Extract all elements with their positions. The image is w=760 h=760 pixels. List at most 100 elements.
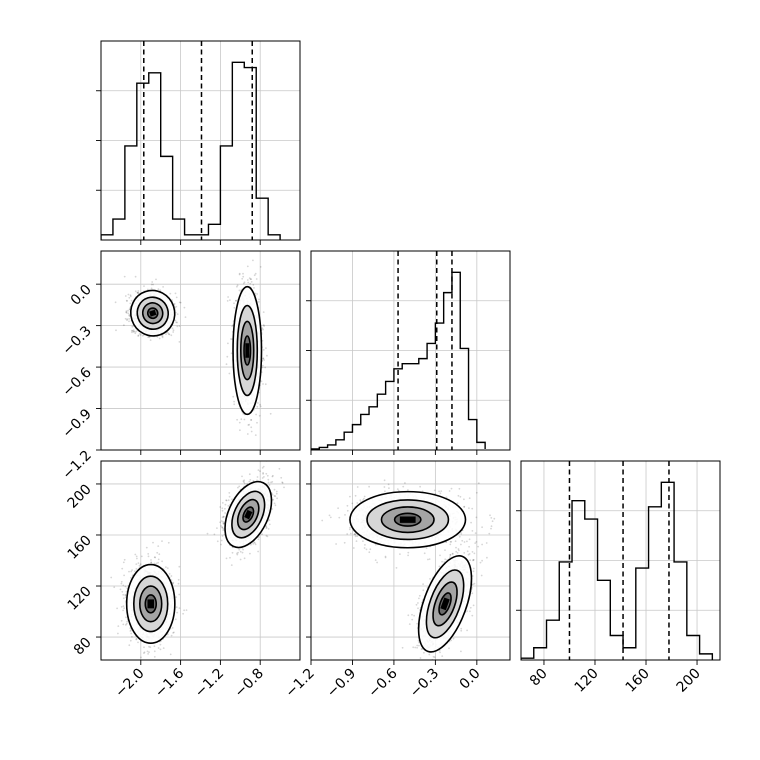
- scatter-point: [135, 563, 138, 565]
- scatter-point: [225, 363, 228, 366]
- scatter-point: [176, 321, 179, 324]
- histogram-panel-1: [306, 250, 511, 451]
- scatter-point: [126, 300, 128, 302]
- scatter-point: [157, 647, 160, 649]
- scatter-point: [235, 299, 237, 302]
- scatter-point: [154, 556, 157, 559]
- scatter-point: [148, 651, 150, 654]
- scatter-point: [229, 299, 231, 301]
- scatter-point: [152, 541, 154, 544]
- scatter-point: [153, 556, 156, 558]
- scatter-point: [242, 480, 245, 483]
- scatter-point: [253, 274, 256, 277]
- scatter-point: [167, 633, 169, 636]
- scatter-point: [126, 318, 129, 321]
- histogram-panel-2: [516, 460, 721, 661]
- scatter-point: [127, 309, 129, 312]
- scatter-point: [141, 334, 144, 337]
- scatter-point: [157, 545, 160, 547]
- scatter-point: [113, 586, 116, 589]
- scatter-point: [147, 336, 150, 339]
- scatter-point: [219, 506, 222, 508]
- scatter-point: [176, 313, 179, 315]
- scatter-point: [133, 330, 136, 333]
- scatter-point: [127, 293, 130, 296]
- scatter-point: [129, 294, 132, 296]
- scatter-point: [177, 582, 180, 585]
- scatter-point: [128, 296, 131, 299]
- scatter-point: [140, 656, 142, 659]
- scatter-point: [153, 656, 156, 658]
- scatter-point: [255, 278, 258, 280]
- scatter-point: [247, 281, 250, 284]
- scatter-point: [228, 372, 231, 375]
- scatter-point: [239, 558, 242, 561]
- scatter-point: [281, 481, 284, 484]
- scatter-point: [221, 526, 224, 529]
- scatter-point: [247, 424, 250, 426]
- scatter-point: [159, 648, 162, 651]
- scatter-point: [162, 647, 165, 649]
- scatter-point: [123, 558, 126, 561]
- scatter-point: [248, 277, 251, 279]
- scatter-point: [221, 502, 224, 504]
- scatter-point: [148, 645, 150, 648]
- scatter-point: [270, 481, 272, 484]
- scatter-point: [125, 311, 128, 314]
- scatter-point: [150, 287, 153, 290]
- histogram-line: [521, 481, 714, 660]
- scatter-point: [129, 302, 132, 305]
- scatter-point: [153, 562, 156, 565]
- scatter-point: [233, 400, 236, 403]
- scatter-point: [147, 288, 149, 291]
- scatter-point: [122, 623, 125, 626]
- scatter-point: [222, 527, 225, 530]
- scatter-point: [131, 635, 133, 638]
- scatter-point: [121, 590, 124, 593]
- contour-line: [232, 285, 263, 416]
- scatter-point: [250, 278, 253, 280]
- scatter-point: [143, 285, 145, 287]
- scatter-point: [122, 593, 125, 596]
- scatter-point: [236, 553, 239, 556]
- scatter-point: [135, 555, 138, 558]
- scatter-point: [125, 622, 128, 625]
- scatter-point: [124, 295, 127, 297]
- contour-line: [141, 302, 164, 325]
- scatter-panel-0-1: [100, 250, 301, 451]
- scatter-point: [156, 551, 159, 554]
- scatter-point: [147, 555, 150, 558]
- scatter-point: [115, 329, 117, 332]
- scatter-point: [259, 405, 262, 408]
- scatter-point: [269, 412, 272, 415]
- scatter-point: [128, 644, 131, 647]
- scatter-point: [233, 403, 236, 406]
- scatter-point: [259, 470, 261, 472]
- scatter-point: [266, 474, 269, 477]
- scatter-point: [271, 481, 274, 483]
- scatter-point: [231, 551, 234, 554]
- scatter-point: [124, 585, 127, 588]
- scatter-point: [172, 582, 174, 585]
- scatter-point: [136, 291, 139, 294]
- scatter-point: [265, 472, 268, 475]
- scatter-point: [250, 281, 253, 283]
- panel-frame: [100, 40, 301, 241]
- scatter-point: [261, 364, 264, 367]
- scatter-point: [178, 565, 181, 568]
- scatter-point: [228, 492, 231, 494]
- scatter-point: [238, 273, 241, 276]
- scatter-point: [238, 272, 241, 275]
- scatter-point: [124, 594, 127, 596]
- scatter-point: [155, 562, 158, 565]
- scatter-point: [126, 620, 128, 623]
- scatter-point: [178, 607, 181, 609]
- scatter-point: [140, 555, 143, 558]
- scatter-point: [161, 336, 164, 339]
- scatter-point: [227, 296, 230, 298]
- scatter-point: [249, 278, 252, 281]
- scatter-point: [128, 314, 131, 317]
- contour-line: [129, 289, 176, 337]
- scatter-point: [159, 643, 162, 646]
- scatter-point: [263, 325, 265, 327]
